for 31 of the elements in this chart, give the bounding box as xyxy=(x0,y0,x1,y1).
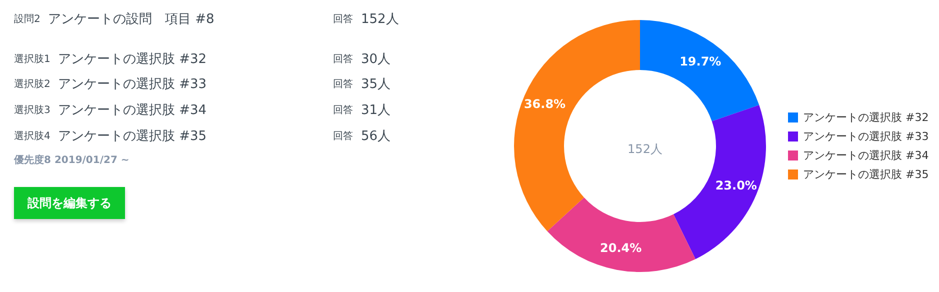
text: 回答 xyxy=(333,104,353,117)
text: 選択肢4 xyxy=(14,130,50,143)
text: アンケートの設問 項目 #8 xyxy=(48,11,214,28)
legend-label: アンケートの選択肢 #34 xyxy=(803,149,929,162)
edit-button: 設問を編集する xyxy=(14,187,125,219)
text: 回答 xyxy=(333,13,353,26)
text: 31人 xyxy=(361,102,391,119)
text: 選択肢2 xyxy=(14,78,50,91)
text: 56人 xyxy=(361,128,391,145)
text: アンケートの選択肢 #35 xyxy=(58,128,207,145)
text: 152人 xyxy=(628,142,662,156)
legend-label: アンケートの選択肢 #35 xyxy=(803,168,929,181)
text: 30人 xyxy=(361,51,391,68)
text: アンケートの選択肢 #33 xyxy=(58,76,207,93)
text: 設問2 xyxy=(14,12,40,26)
legend-label: アンケートの選択肢 #33 xyxy=(803,130,929,143)
text: 回答 xyxy=(333,78,353,91)
legend-label: アンケートの選択肢 #32 xyxy=(803,111,929,124)
text: 回答 xyxy=(333,130,353,143)
text: 優先度8 2019/01/27 ~ xyxy=(14,153,130,167)
data-label: 19.7% xyxy=(680,54,722,68)
data-label: 23.0% xyxy=(715,178,757,193)
text: 選択肢1 xyxy=(14,52,50,66)
text: 152人 xyxy=(361,11,399,28)
text: アンケートの選択肢 #32 xyxy=(58,51,207,68)
text: 回答 xyxy=(333,53,353,66)
text: アンケートの選択肢 #34 xyxy=(58,102,207,119)
text: 35人 xyxy=(361,76,391,93)
text: 選択肢3 xyxy=(14,104,50,117)
data-label: 20.4% xyxy=(600,241,642,256)
data-label: 36.8% xyxy=(524,97,566,112)
